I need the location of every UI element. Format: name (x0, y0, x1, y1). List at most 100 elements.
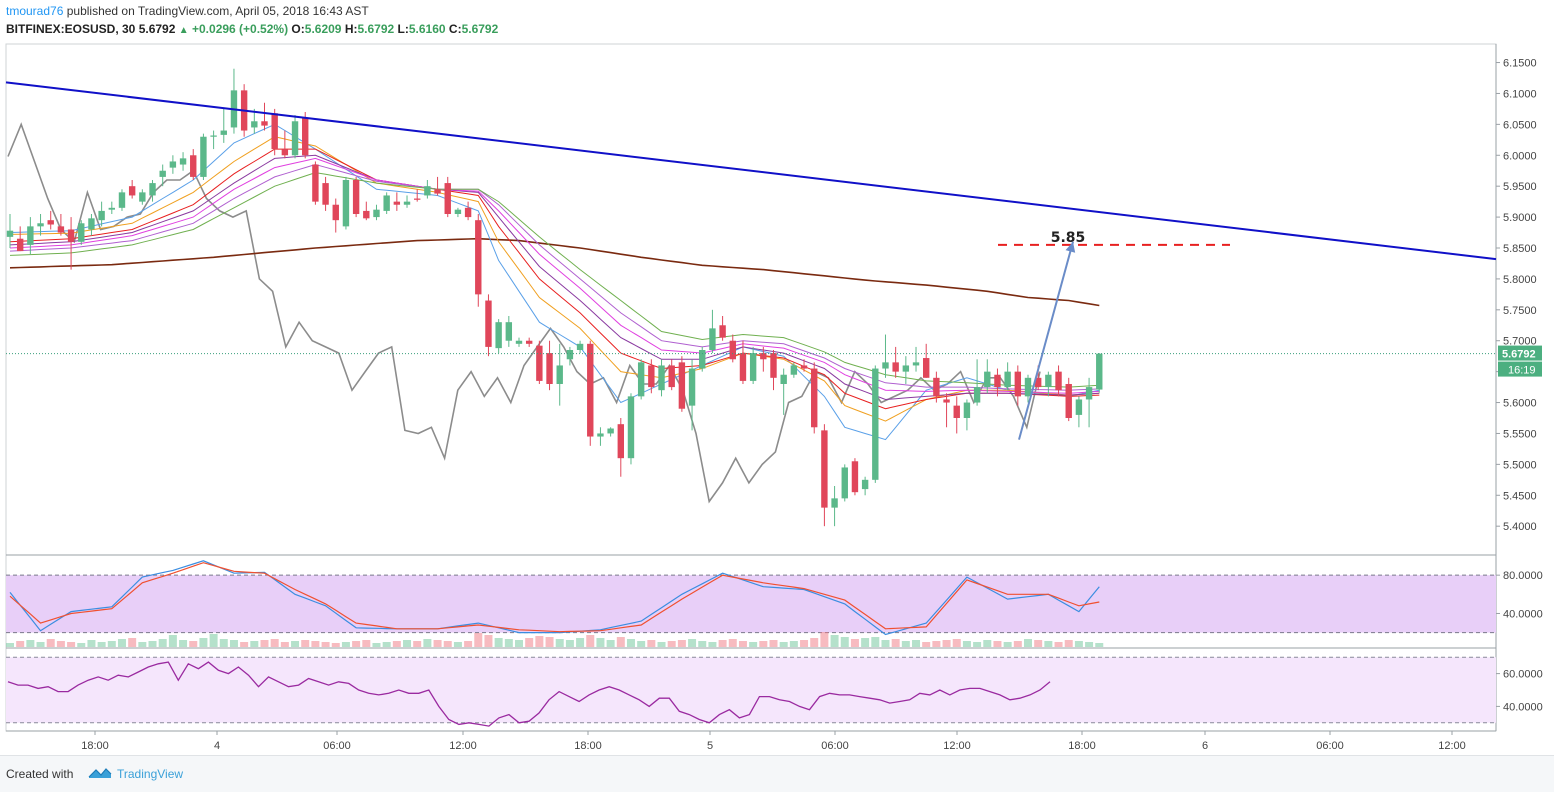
volume-bar (800, 640, 809, 647)
candle-body (658, 365, 665, 391)
candle-body (994, 374, 1001, 388)
high-label: H: (344, 22, 358, 36)
candle-body (627, 396, 635, 459)
candle-body (383, 195, 390, 211)
volume-bar (993, 641, 1002, 647)
candle-body (556, 365, 563, 384)
volume-bar (596, 638, 605, 647)
candle-body (770, 353, 777, 378)
volume-bar (983, 640, 992, 647)
tradingview-brand-link[interactable]: TradingView (117, 767, 184, 781)
low-value: 5.6160 (408, 22, 446, 36)
candle-body (179, 158, 187, 165)
volume-bar (219, 639, 228, 647)
descending-trendline (5, 81, 1497, 261)
time-tick-label: 18:00 (1068, 740, 1096, 752)
candle-body (1085, 387, 1093, 400)
candle-body (811, 368, 818, 428)
volume-bar (708, 642, 717, 647)
author-link[interactable]: tmourad76 (6, 4, 64, 18)
candle-body (139, 192, 146, 202)
rsi-line (7, 661, 1051, 727)
time-tick-label: 18:00 (574, 740, 602, 752)
candle-body (485, 300, 492, 347)
volume-bar (97, 642, 106, 647)
volume-bar (1085, 642, 1094, 647)
candle-body (424, 186, 431, 196)
volume-bar (973, 642, 982, 647)
candle-body (37, 223, 44, 227)
volume-bar (260, 640, 269, 647)
candle-body (923, 358, 930, 378)
volume-bar (1054, 642, 1063, 647)
candle-body (220, 130, 227, 135)
footer-bar: Created with TradingView (0, 755, 1554, 792)
price-tick-label: 6.1500 (1503, 58, 1537, 70)
candle-body (688, 368, 696, 406)
candle-body (1014, 371, 1022, 397)
time-tick-label: 12:00 (1438, 740, 1466, 752)
symbol-name[interactable]: BITFINEX:EOSUSD, 30 (6, 22, 136, 36)
volume-bar (229, 640, 238, 647)
candle-body (495, 322, 502, 349)
volume-bar (16, 641, 25, 647)
candle-body (800, 365, 808, 369)
candle-body (27, 226, 34, 245)
volume-bar (107, 641, 116, 647)
close-label: C: (448, 22, 462, 36)
candle-body (403, 201, 411, 205)
volume-bar (504, 639, 513, 647)
candle-body (699, 350, 706, 369)
candle-body (984, 371, 991, 388)
candle-body (749, 353, 757, 381)
volume-bar (565, 640, 574, 647)
projection-arrow-head (1065, 241, 1076, 253)
candle-body (312, 164, 319, 202)
chart-canvas[interactable]: 6.1500 6.1000 6.0500 6.0000 5.9500 5.9000 5.85… (0, 42, 1554, 755)
candle-body (373, 209, 380, 218)
volume-bar (321, 642, 330, 647)
volume-bar (698, 641, 707, 647)
volume-bar (87, 640, 96, 647)
candle-body (912, 362, 920, 366)
candle-body (454, 209, 462, 214)
triangle-up-icon: ▲ (178, 25, 189, 36)
volume-bar (637, 641, 646, 647)
volume-bar (199, 638, 208, 647)
candle-body (291, 121, 299, 156)
volume-bar (769, 640, 778, 647)
candle-body (1004, 371, 1011, 388)
published-text: published on TradingView.com, April 05, … (66, 4, 369, 18)
candle-body (872, 368, 879, 480)
close-value: 5.6792 (461, 22, 499, 36)
candle-body (933, 377, 940, 397)
ema-ribbon-line (9, 163, 1100, 391)
volume-bar (474, 633, 483, 647)
last-price-label: 5.6792 (1502, 349, 1536, 361)
volume-bar (128, 638, 137, 647)
volume-bar (922, 642, 931, 647)
candle-body (648, 365, 655, 388)
price-tick-label: 5.7500 (1503, 305, 1537, 317)
chart-header: tmourad76 published on TradingView.com, … (0, 0, 1554, 42)
volume-bar (850, 639, 859, 647)
volume-bar (1013, 641, 1022, 647)
price-tick-label: 5.4500 (1503, 490, 1537, 502)
volume-bar (555, 639, 564, 647)
candle-body (118, 192, 126, 208)
candle-body (546, 353, 553, 384)
volume-bar (291, 641, 300, 647)
volume-bar (56, 641, 65, 647)
time-tick-label: 12:00 (943, 740, 971, 752)
candle-body (943, 399, 950, 403)
volume-bar (718, 640, 727, 647)
candle-body (505, 322, 513, 341)
stoch-tick-label: 40.0000 (1503, 608, 1543, 620)
volume-bar (820, 632, 829, 647)
volume-bar (331, 643, 340, 647)
tradingview-logo-icon[interactable] (88, 766, 112, 785)
created-with-text: Created with (6, 767, 74, 781)
candle-body (6, 230, 14, 237)
candle-body (78, 223, 85, 242)
volume-bar (677, 640, 686, 647)
